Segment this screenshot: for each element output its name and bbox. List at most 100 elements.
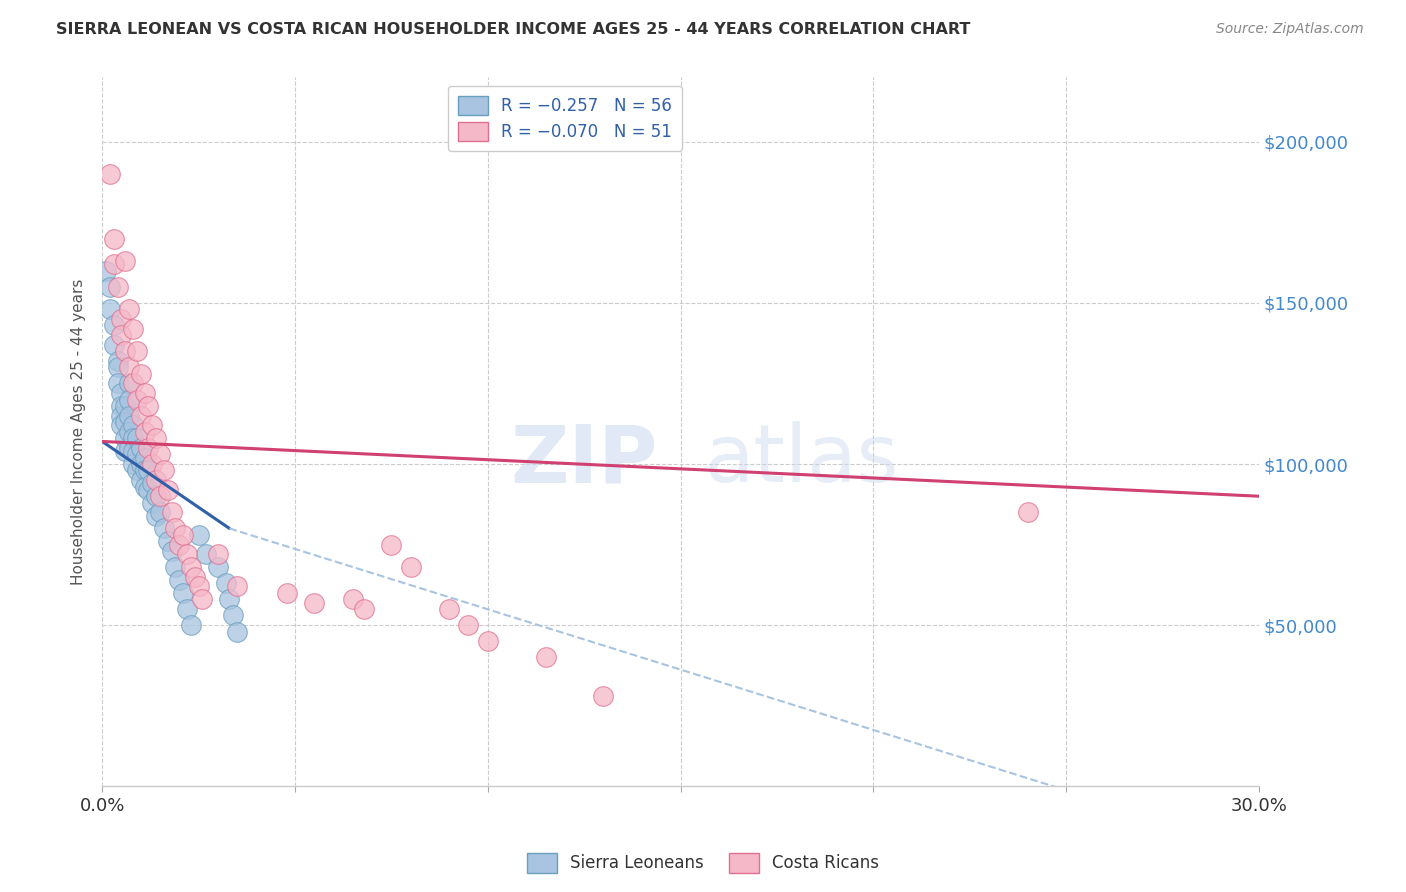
Point <box>98 167 121 181</box>
Text: SIERRA LEONEAN VS COSTA RICAN HOUSEHOLDER INCOME AGES 25 - 44 YEARS CORRELATION : SIERRA LEONEAN VS COSTA RICAN HOUSEHOLDE… <box>56 22 970 37</box>
Point <box>122 418 145 433</box>
Point <box>534 650 557 665</box>
Point <box>145 473 167 487</box>
Text: ZIP: ZIP <box>510 421 658 500</box>
Point <box>176 547 198 561</box>
Point <box>125 344 148 359</box>
Point <box>165 560 187 574</box>
Point <box>129 409 152 423</box>
Point <box>122 431 145 445</box>
Point <box>110 399 132 413</box>
Point <box>176 602 198 616</box>
Point <box>207 547 229 561</box>
Point <box>118 360 141 375</box>
Point <box>457 618 479 632</box>
Point <box>160 505 183 519</box>
Point <box>141 476 163 491</box>
Point <box>169 537 191 551</box>
Point <box>103 318 125 333</box>
Point <box>103 257 125 271</box>
Point <box>169 573 191 587</box>
Point <box>129 367 152 381</box>
Point <box>145 431 167 445</box>
Point <box>138 399 160 413</box>
Point <box>118 376 141 391</box>
Point <box>353 602 375 616</box>
Point <box>114 254 136 268</box>
Point <box>399 560 422 574</box>
Point <box>437 602 460 616</box>
Point <box>125 447 148 461</box>
Point <box>172 586 194 600</box>
Point <box>103 338 125 352</box>
Point <box>165 521 187 535</box>
Point <box>118 392 141 407</box>
Point <box>156 483 179 497</box>
Point <box>141 496 163 510</box>
Point <box>110 328 132 343</box>
Point <box>114 415 136 429</box>
Point <box>118 441 141 455</box>
Point <box>187 528 209 542</box>
Point <box>226 624 249 639</box>
Point <box>149 447 172 461</box>
Legend: R = −0.257   N = 56, R = −0.070   N = 51: R = −0.257 N = 56, R = −0.070 N = 51 <box>447 86 682 151</box>
Point <box>107 280 129 294</box>
Point <box>342 592 364 607</box>
Point <box>107 354 129 368</box>
Point <box>141 457 163 471</box>
Point <box>103 231 125 245</box>
Point <box>122 322 145 336</box>
Point <box>156 534 179 549</box>
Point <box>141 418 163 433</box>
Point <box>180 560 202 574</box>
Point <box>304 595 326 609</box>
Point <box>214 576 236 591</box>
Point <box>122 457 145 471</box>
Point <box>138 441 160 455</box>
Point <box>180 618 202 632</box>
Point <box>153 463 176 477</box>
Point <box>138 463 160 477</box>
Text: Source: ZipAtlas.com: Source: ZipAtlas.com <box>1216 22 1364 37</box>
Point <box>107 376 129 391</box>
Point <box>380 537 402 551</box>
Point <box>110 418 132 433</box>
Legend: Sierra Leoneans, Costa Ricans: Sierra Leoneans, Costa Ricans <box>520 847 886 880</box>
Point <box>134 386 156 401</box>
Point <box>125 431 148 445</box>
Point <box>222 608 245 623</box>
Point <box>218 592 240 607</box>
Point <box>145 489 167 503</box>
Point <box>184 570 207 584</box>
Text: atlas: atlas <box>703 421 898 500</box>
Point <box>114 344 136 359</box>
Point <box>160 544 183 558</box>
Point <box>110 386 132 401</box>
Point <box>114 444 136 458</box>
Point <box>134 463 156 477</box>
Point <box>187 579 209 593</box>
Point <box>153 521 176 535</box>
Point <box>114 399 136 413</box>
Point <box>134 479 156 493</box>
Point <box>125 463 148 477</box>
Point <box>1017 505 1039 519</box>
Point <box>118 302 141 317</box>
Point <box>129 441 152 455</box>
Point <box>98 302 121 317</box>
Y-axis label: Householder Income Ages 25 - 44 years: Householder Income Ages 25 - 44 years <box>72 278 86 585</box>
Point <box>134 425 156 439</box>
Point <box>191 592 214 607</box>
Point <box>118 425 141 439</box>
Point <box>276 586 298 600</box>
Point <box>226 579 249 593</box>
Point <box>145 508 167 523</box>
Point <box>118 409 141 423</box>
Point <box>94 264 117 278</box>
Point <box>125 392 148 407</box>
Point <box>149 505 172 519</box>
Point <box>592 689 614 703</box>
Point <box>134 450 156 465</box>
Point <box>110 312 132 326</box>
